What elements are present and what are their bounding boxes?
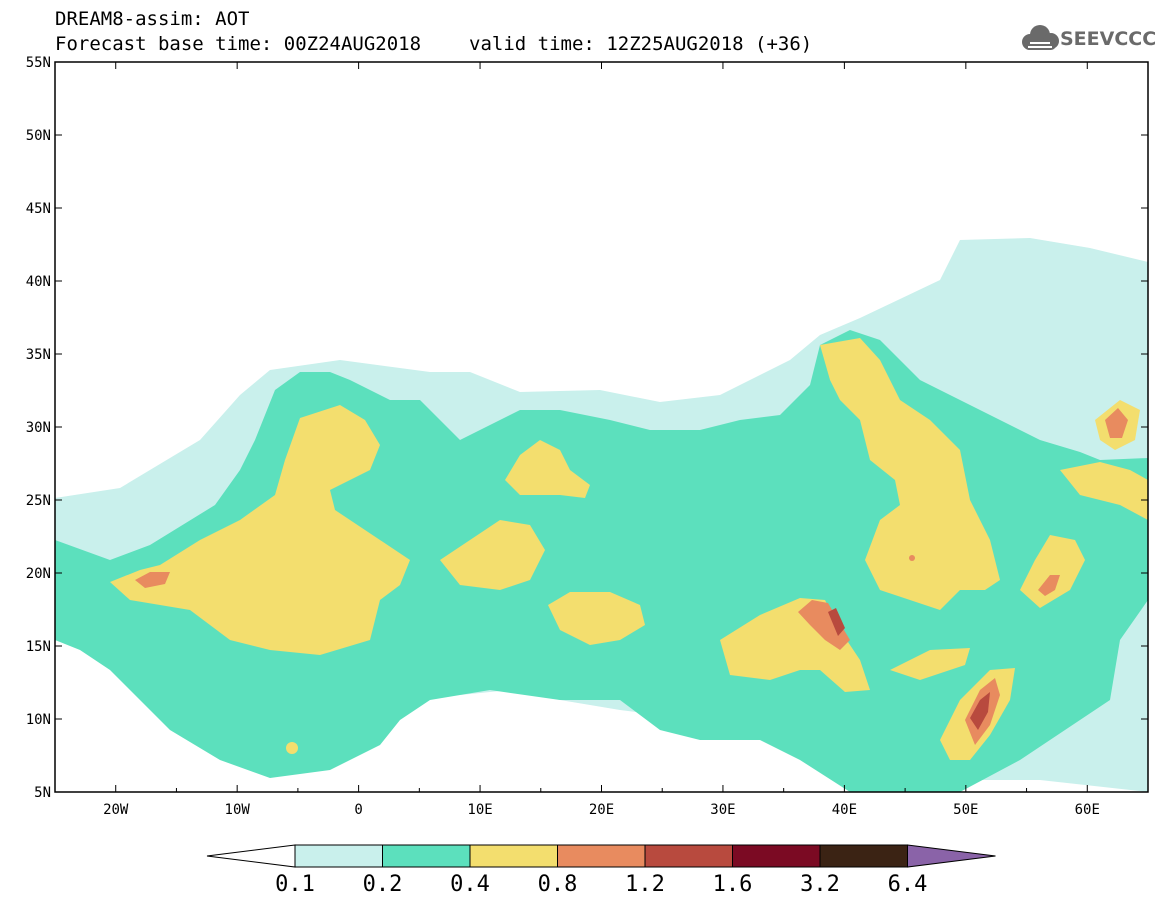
lat-label: 15N [26, 639, 51, 655]
colorbar-label: 0.2 [363, 872, 403, 897]
colorbar-swatch [644, 844, 733, 868]
lon-label: 20E [589, 802, 614, 818]
colorbar-swatch [557, 844, 646, 868]
colorbar-over-triangle [907, 844, 996, 868]
colorbar-swatch [469, 844, 558, 868]
colorbar-label: 1.2 [625, 872, 665, 897]
colorbar-label: 1.6 [713, 872, 753, 897]
logo-text: SEEVCCC [1060, 28, 1157, 50]
colorbar-under-triangle [206, 844, 296, 868]
lon-label: 10E [467, 802, 492, 818]
lat-label: 50N [26, 128, 51, 144]
aot-contour-1.2 [828, 608, 990, 730]
lat-label: 20N [26, 566, 51, 582]
longitude-labels: 20W 10W 0 10E 20E 30E 40E 50E 60E [103, 802, 1100, 818]
colorbar-label: 0.1 [275, 872, 315, 897]
lon-label: 50E [953, 802, 978, 818]
lat-label: 30N [26, 420, 51, 436]
forecast-times: Forecast base time: 00Z24AUG2018 valid ti… [55, 33, 812, 55]
axis-ticks [54, 61, 1149, 793]
lon-label: 30E [710, 802, 735, 818]
lat-label: 5N [34, 785, 51, 801]
lon-label: 10W [225, 802, 251, 818]
valid-time: valid time: 12Z25AUG2018 (+36) [469, 33, 813, 55]
lon-label: 60E [1075, 802, 1100, 818]
colorbar-swatch [382, 844, 471, 868]
colorbar-swatch [294, 844, 383, 868]
aot-field [55, 238, 1148, 792]
latitude-labels: 55N 50N 45N 40N 35N 30N 25N 20N 15N 10N 5N [26, 55, 51, 801]
lat-label: 35N [26, 347, 51, 363]
map-title: DREAM8-assim: AOT [55, 8, 250, 30]
lat-label: 55N [26, 55, 51, 71]
colorbar-label: 0.8 [538, 872, 578, 897]
lat-label: 45N [26, 201, 51, 217]
lat-label: 10N [26, 712, 51, 728]
lon-label: 40E [832, 802, 857, 818]
colorbar-swatch [732, 844, 821, 868]
colorbar-label: 6.4 [888, 872, 928, 897]
lon-label: 20W [103, 802, 129, 818]
colorbar-label: 3.2 [800, 872, 840, 897]
colorbar-swatch [819, 844, 908, 868]
lon-label: 0 [354, 802, 362, 818]
lat-label: 40N [26, 274, 51, 290]
lat-label: 25N [26, 493, 51, 509]
base-time: Forecast base time: 00Z24AUG2018 [55, 33, 422, 55]
colorbar-label: 0.4 [450, 872, 490, 897]
cloud-icon [1022, 25, 1059, 50]
colorbar: 0.1 0.2 0.4 0.8 1.2 1.6 3.2 6.4 [206, 844, 996, 897]
